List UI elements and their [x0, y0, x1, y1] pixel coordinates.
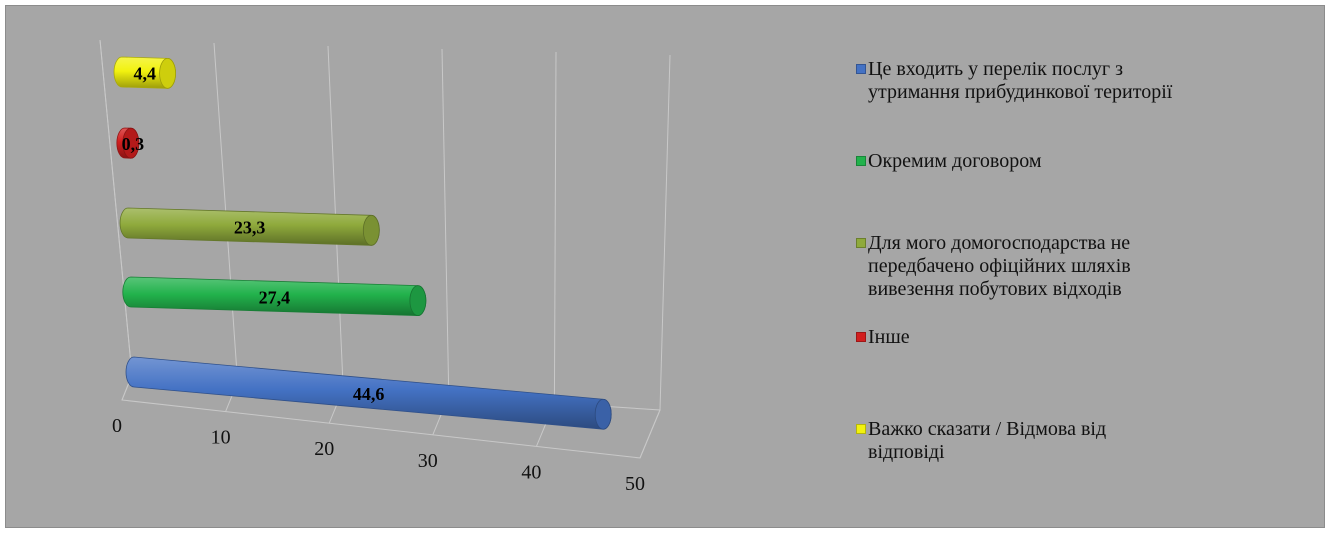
- legend-item-1: Це входить у перелік послуг з утримання …: [856, 58, 1172, 104]
- legend-item-3: Для мого домогосподарства не передбачено…: [856, 232, 1131, 301]
- legend-label: Важко сказати / Відмова від відповіді: [868, 418, 1107, 463]
- gridline: [441, 48, 450, 397]
- bar-cap: [594, 398, 612, 430]
- data-label: 27,4: [259, 287, 291, 307]
- legend-item-5: Важко сказати / Відмова від відповіді: [856, 418, 1106, 464]
- chart-frame: [5, 5, 1325, 528]
- bar-cap: [362, 214, 380, 246]
- legend-swatch-red: [856, 332, 866, 342]
- legend-label: Це входить у перелік послуг з утримання …: [868, 58, 1173, 103]
- gridline: [553, 51, 557, 404]
- legend-label: Інше: [868, 326, 910, 348]
- x-tick-label: 10: [211, 427, 231, 449]
- legend-item-4: Інше: [856, 326, 910, 349]
- gridline: [99, 39, 133, 376]
- gridline: [659, 54, 671, 411]
- x-tick-label: 30: [418, 450, 438, 472]
- bar-cap: [409, 285, 427, 317]
- bar-cap: [122, 127, 140, 159]
- floor-gridline: [639, 409, 661, 459]
- legend-swatch-olive: [856, 238, 866, 248]
- data-label: 23,3: [234, 218, 266, 238]
- x-tick-label: 50: [625, 473, 645, 495]
- legend-label: Окремим договором: [868, 150, 1042, 172]
- legend-item-2: Окремим договором: [856, 150, 1042, 173]
- x-tick-label: 0: [112, 415, 122, 437]
- bar-cap: [159, 57, 176, 89]
- legend-swatch-blue: [856, 64, 866, 74]
- legend-label: Для мого домогосподарства не передбачено…: [868, 232, 1131, 300]
- x-tick-label: 40: [521, 461, 541, 483]
- legend-swatch-yellow: [856, 424, 866, 434]
- data-label: 44,6: [353, 384, 385, 404]
- x-tick-label: 20: [314, 438, 334, 460]
- data-label: 4,4: [134, 64, 157, 84]
- legend-swatch-green: [856, 156, 866, 166]
- data-label: 0,3: [122, 134, 145, 154]
